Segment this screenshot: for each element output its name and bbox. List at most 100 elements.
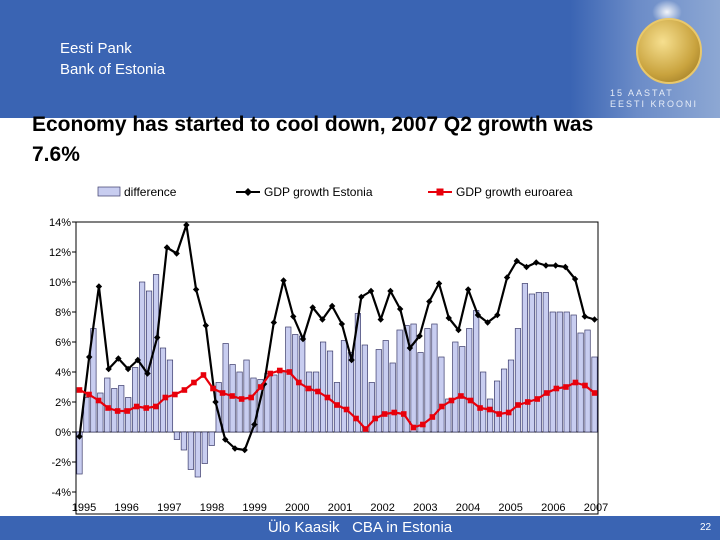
estonia-point (231, 445, 239, 452)
estonia-point (192, 286, 200, 293)
estonia-point (251, 421, 258, 428)
bank-name-et: Eesti Pank (60, 40, 132, 57)
euroarea-point (305, 385, 312, 392)
difference-bar (375, 349, 382, 433)
euroarea-point (582, 382, 588, 389)
estonia-point (338, 320, 346, 328)
slide-title: Economy has started to cool down, 2007 Q… (32, 110, 702, 170)
euroarea-point (505, 409, 512, 416)
x-tick-label: 1996 (114, 502, 138, 514)
euroarea-point (372, 415, 378, 422)
y-axis: 14% 12% 10% 8% 6% 4% 2% 0% -2% -4% (49, 217, 76, 499)
euroarea-point (343, 406, 350, 413)
euroarea-point (515, 402, 522, 408)
estonia-point (105, 365, 112, 373)
x-tick-label: 2005 (498, 502, 522, 514)
difference-bar (389, 362, 396, 433)
difference-bar (445, 398, 452, 433)
estonia-point (494, 311, 501, 319)
estonia-point (426, 298, 433, 305)
footer-text: Ülo Kaasik CBA in Estonia (0, 519, 720, 536)
bank-name-en: Bank of Estonia (60, 61, 166, 78)
difference-bar (180, 431, 187, 451)
difference-bar (159, 347, 167, 433)
x-tick-label: 2004 (456, 502, 480, 514)
euroarea-point (76, 387, 83, 393)
difference-bar (271, 374, 278, 433)
difference-bar (187, 431, 194, 470)
euroarea-point (172, 391, 178, 398)
difference-bar (403, 325, 410, 433)
estonia-point (474, 311, 482, 319)
euroarea-point (181, 387, 188, 393)
euroarea-point (133, 403, 140, 410)
euroarea-point (410, 424, 417, 431)
difference-bar (542, 292, 549, 433)
y-tick-label: 2% (55, 397, 71, 409)
estonia-point (396, 305, 404, 313)
x-tick-label: 2002 (370, 502, 394, 514)
euroarea-point (563, 384, 569, 390)
legend-label: GDP growth euroarea (456, 185, 573, 199)
x-tick-label: 2006 (541, 502, 565, 514)
euroarea-point (105, 405, 111, 411)
legend-label: GDP growth Estonia (264, 185, 373, 199)
estonia-point (76, 433, 83, 440)
gdp-lines (76, 221, 598, 454)
euroarea-point (257, 384, 264, 390)
difference-bar (285, 326, 292, 433)
estonia-point (455, 326, 462, 334)
estonia-point (416, 332, 423, 340)
estonia-point (503, 274, 511, 281)
estonia-point (85, 353, 93, 361)
euroarea-point (219, 390, 226, 396)
estonia-point (202, 322, 210, 329)
estonia-point (533, 259, 540, 266)
difference-bar (313, 371, 320, 433)
difference-bar (382, 340, 389, 433)
page-number: 22 (700, 522, 712, 533)
estonia-point (115, 355, 122, 362)
difference-bar (563, 311, 570, 433)
estonia-point (387, 287, 394, 295)
difference-bar (306, 371, 313, 433)
difference-bar (570, 314, 577, 433)
y-tick-label: -4% (51, 487, 71, 499)
estonia-point (552, 262, 559, 269)
footer-org: CBA in Estonia (352, 519, 453, 536)
euroarea-point (553, 385, 560, 392)
euroarea-point (362, 426, 369, 432)
legend-marker-euroarea (436, 188, 444, 196)
estonia-gdp-line (78, 223, 595, 452)
difference-bar (257, 379, 264, 433)
euroarea-point (191, 379, 197, 386)
difference-bar (368, 382, 375, 433)
x-tick-label: 1997 (157, 502, 181, 514)
difference-bar (494, 380, 501, 433)
difference-bar (326, 350, 334, 433)
euroarea-point (439, 403, 445, 410)
euroarea-point (143, 405, 150, 411)
euroarea-point (400, 411, 407, 417)
euroarea-point (286, 369, 293, 375)
difference-bar (514, 328, 522, 433)
estonia-point (309, 304, 316, 311)
euroarea-point (524, 399, 531, 405)
x-tick-label: 1999 (242, 502, 266, 514)
y-tick-label: 14% (49, 217, 71, 229)
y-tick-label: 4% (55, 367, 71, 379)
estonia-point (571, 275, 579, 283)
euroarea-point (334, 402, 340, 408)
estonia-point (173, 250, 180, 257)
euroarea-point (324, 394, 331, 401)
difference-bar (139, 281, 146, 433)
anniversary-line-2: EESTI KROONI (610, 99, 699, 109)
difference-bar (83, 397, 90, 433)
difference-bar (521, 283, 528, 433)
difference-bar (125, 397, 132, 433)
euroarea-point (95, 397, 102, 404)
slide-title-line-2: 7.6% (32, 143, 80, 166)
difference-bar (222, 343, 229, 433)
difference-bar (466, 328, 473, 433)
